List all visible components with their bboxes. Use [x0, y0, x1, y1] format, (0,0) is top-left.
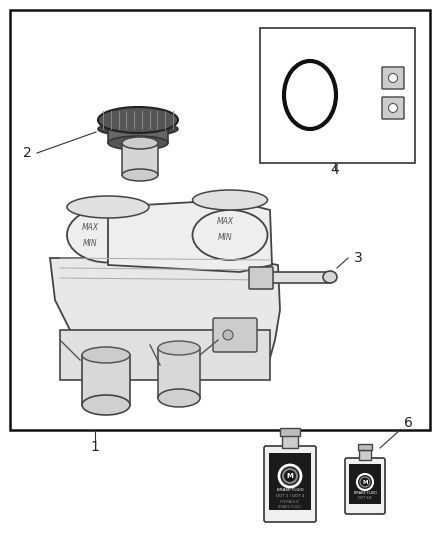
Polygon shape	[82, 355, 130, 405]
FancyBboxPatch shape	[345, 458, 385, 514]
Polygon shape	[122, 143, 158, 175]
Polygon shape	[60, 330, 270, 380]
Circle shape	[389, 103, 398, 112]
Ellipse shape	[192, 190, 268, 210]
Text: M: M	[286, 473, 293, 479]
Circle shape	[360, 477, 370, 487]
Circle shape	[279, 465, 301, 487]
Text: BRAKE FLUID: BRAKE FLUID	[277, 488, 303, 492]
FancyBboxPatch shape	[213, 318, 257, 352]
Text: MAX: MAX	[216, 217, 233, 227]
Ellipse shape	[98, 122, 178, 136]
Bar	[10, 10, 430, 430]
Ellipse shape	[82, 347, 130, 363]
Ellipse shape	[82, 395, 130, 415]
Ellipse shape	[108, 136, 168, 150]
FancyBboxPatch shape	[382, 67, 404, 89]
Text: 6: 6	[403, 416, 413, 430]
Circle shape	[357, 474, 373, 490]
Bar	[359, 450, 371, 460]
Polygon shape	[108, 200, 272, 272]
Ellipse shape	[158, 341, 200, 355]
Polygon shape	[268, 272, 330, 283]
Bar	[280, 428, 300, 436]
Bar	[282, 434, 298, 448]
Ellipse shape	[192, 210, 268, 260]
Text: 2: 2	[23, 146, 32, 160]
Ellipse shape	[67, 196, 149, 218]
FancyBboxPatch shape	[264, 446, 316, 522]
Bar	[269, 453, 311, 510]
Text: BRAKE FLUID: BRAKE FLUID	[279, 505, 301, 509]
Bar	[358, 444, 372, 450]
Bar	[349, 464, 381, 504]
Ellipse shape	[158, 389, 200, 407]
Text: 3: 3	[353, 251, 362, 265]
Text: DOT 3/4: DOT 3/4	[358, 496, 372, 500]
FancyBboxPatch shape	[249, 267, 273, 289]
Bar	[260, 28, 415, 163]
Text: 1: 1	[91, 440, 99, 454]
Text: 4: 4	[331, 163, 339, 177]
Text: M: M	[362, 480, 368, 484]
Text: MAX: MAX	[81, 223, 99, 232]
Polygon shape	[108, 129, 168, 143]
Text: HYDRAULIC: HYDRAULIC	[280, 500, 300, 504]
Ellipse shape	[67, 207, 149, 262]
Polygon shape	[158, 348, 200, 398]
Circle shape	[223, 330, 233, 340]
Ellipse shape	[122, 169, 158, 181]
Ellipse shape	[284, 61, 336, 129]
Text: DOT 3 / DOT 4: DOT 3 / DOT 4	[276, 494, 304, 498]
Circle shape	[389, 74, 398, 83]
Ellipse shape	[98, 107, 178, 133]
Circle shape	[283, 469, 297, 483]
Polygon shape	[50, 258, 280, 358]
Text: BRAKE FLUID: BRAKE FLUID	[353, 491, 377, 495]
Ellipse shape	[122, 137, 158, 149]
Text: MIN: MIN	[218, 232, 232, 241]
Ellipse shape	[323, 271, 337, 283]
FancyBboxPatch shape	[382, 97, 404, 119]
Text: MIN: MIN	[83, 238, 97, 247]
